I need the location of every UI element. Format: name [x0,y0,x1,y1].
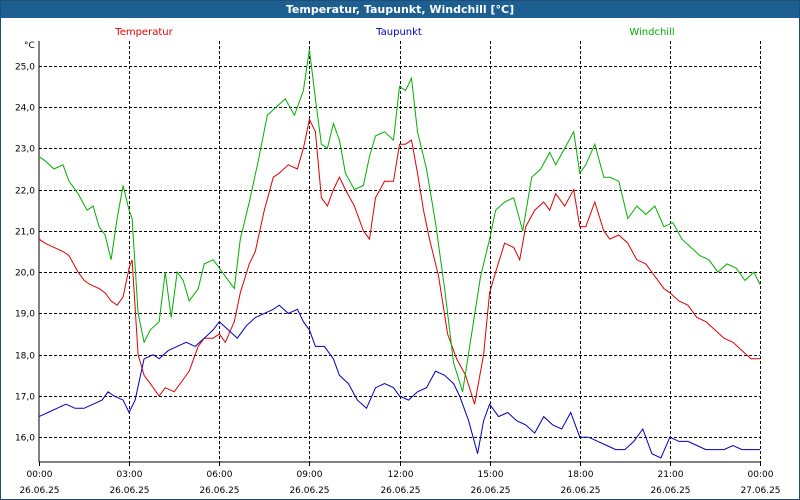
x-tick-date-label: 26.06.25 [19,486,59,496]
x-tick-date-label: 26.06.25 [289,486,329,496]
y-tick-label: 19,0 [15,310,35,320]
legend-item-windchill: Windchill [629,27,674,38]
x-tick-time-label: 09:00 [297,470,323,480]
x-tick-time-label: 21:00 [658,470,684,480]
y-axis-unit-label: °C [24,41,35,51]
x-tick-date-label: 26.06.25 [650,486,690,496]
x-tick-time-label: 03:00 [117,470,143,480]
x-tick-time-label: 00:00 [748,470,774,480]
chart-title: Temperatur, Taupunkt, Windchill [°C] [1,1,799,18]
x-tick-date-label: 26.06.25 [109,486,149,496]
y-tick-label: 23,0 [15,145,35,155]
series-lines [38,49,761,459]
x-tick-time-label: 15:00 [478,470,504,480]
x-tick-date-label: 26.06.25 [380,486,420,496]
y-tick-label: 18,0 [15,352,35,362]
legend: Temperatur Taupunkt Windchill [114,27,674,38]
x-tick-time-label: 18:00 [568,470,594,480]
grid [39,41,761,462]
series-line-windchill [38,49,761,392]
y-tick-label: 17,0 [15,393,35,403]
y-tick-label: 22,0 [15,187,35,197]
y-tick-label: 24,0 [15,104,35,114]
series-line-taupunkt [38,304,760,459]
x-tick-date-label: 26.06.25 [560,486,600,496]
x-tick-date-label: 26.06.25 [199,486,239,496]
y-axis-ticks: 16,0 17,0 18,0 19,0 20,0 21,0 22,0 23,0 24,0 25,0 [15,63,35,444]
y-tick-label: 20,0 [15,269,35,279]
legend-item-temperatur: Temperatur [114,27,173,38]
y-tick-label: 16,0 [15,434,35,444]
y-tick-label: 21,0 [15,228,35,238]
x-tick-time-label: 12:00 [388,470,414,480]
x-tick-date-label: 27.06.25 [740,486,780,496]
x-tick-time-label: 06:00 [207,470,233,480]
x-tick-time-label: 00:00 [27,470,53,480]
y-tick-label: 25,0 [15,63,35,73]
x-tick-date-label: 26.06.25 [470,486,510,496]
legend-item-taupunkt: Taupunkt [375,27,422,38]
x-axis-ticks: 00:00 26.06.25 03:00 26.06.25 06:00 26.06.25 0… [19,462,781,496]
series-line-temperatur [38,117,760,405]
